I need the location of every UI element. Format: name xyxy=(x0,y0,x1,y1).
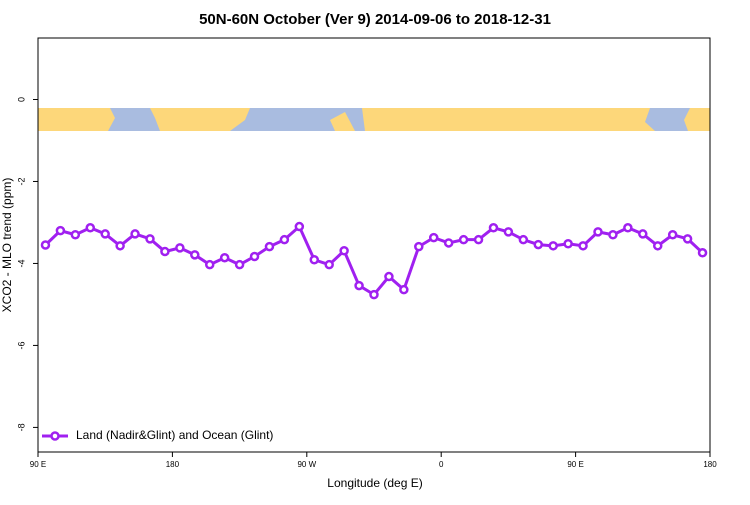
map-strip xyxy=(38,108,710,131)
x-tick-label: 180 xyxy=(703,460,717,469)
data-point xyxy=(130,229,140,239)
x-tick-label: 90 W xyxy=(297,460,316,469)
data-point xyxy=(40,240,51,250)
data-point xyxy=(697,248,708,258)
y-tick-label: -4 xyxy=(16,259,26,267)
map-land xyxy=(684,108,710,131)
data-point xyxy=(279,234,290,245)
map-land xyxy=(362,108,655,131)
data-point xyxy=(593,227,603,237)
data-point xyxy=(70,230,81,240)
y-tick-label: -6 xyxy=(16,341,26,349)
data-point xyxy=(55,225,66,236)
data-point xyxy=(309,255,320,265)
data-point xyxy=(428,232,439,243)
y-tick-label: -2 xyxy=(16,177,26,185)
data-point xyxy=(399,284,409,295)
data-point xyxy=(608,230,618,240)
x-tick-label: 180 xyxy=(166,460,180,469)
legend-marker xyxy=(50,431,60,441)
data-point xyxy=(264,241,275,252)
data-point xyxy=(369,289,379,300)
chart-title: 50N-60N October (Ver 9) 2014-09-06 to 20… xyxy=(199,11,551,28)
data-point xyxy=(533,239,544,250)
x-tick-label: 90 E xyxy=(567,460,583,469)
data-point xyxy=(638,229,648,239)
data-point xyxy=(667,230,678,240)
map-land xyxy=(330,112,355,131)
data-point xyxy=(518,234,529,245)
y-tick-label: -8 xyxy=(16,423,26,431)
data-point xyxy=(443,238,454,248)
data-point xyxy=(115,241,125,251)
x-tick-label: 90 E xyxy=(30,460,46,469)
data-point xyxy=(458,234,469,245)
data-point xyxy=(100,229,110,239)
x-tick-label: 0 xyxy=(439,460,444,469)
data-point xyxy=(294,221,305,232)
data-point xyxy=(324,259,334,270)
data-point xyxy=(234,259,245,270)
data-point xyxy=(414,241,424,252)
data-point xyxy=(145,234,155,244)
data-point xyxy=(85,223,96,233)
data-point xyxy=(339,245,349,256)
y-axis-label: XCO2 - MLO trend (ppm) xyxy=(0,178,14,313)
data-point xyxy=(563,239,573,249)
data-point xyxy=(190,250,200,260)
x-axis-label: Longitude (deg E) xyxy=(327,476,422,490)
map-land xyxy=(38,108,115,131)
legend-label: Land (Nadir&Glint) and Ocean (Glint) xyxy=(76,428,273,442)
series-line xyxy=(44,224,704,297)
plot-frame xyxy=(37,37,711,453)
data-point xyxy=(473,234,484,245)
data-point xyxy=(652,241,663,251)
data-point xyxy=(623,223,633,233)
data-point xyxy=(160,246,170,257)
y-tick-label: 0 xyxy=(16,97,26,102)
data-point xyxy=(503,227,514,237)
data-point xyxy=(682,234,693,244)
data-point xyxy=(219,252,230,263)
data-point xyxy=(578,241,588,251)
data-point xyxy=(204,259,215,270)
data-point xyxy=(354,280,364,291)
data-point xyxy=(249,251,260,262)
map-land xyxy=(150,108,250,131)
data-point xyxy=(488,223,499,233)
data-point xyxy=(384,271,394,282)
data-point xyxy=(175,243,185,253)
data-point xyxy=(548,241,558,251)
